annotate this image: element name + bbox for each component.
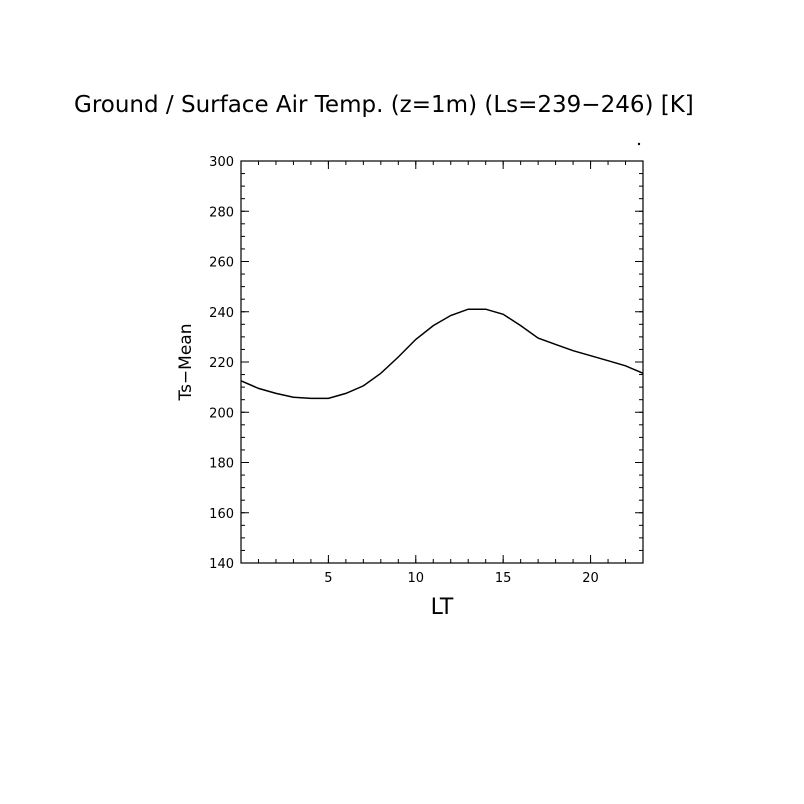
y-tick-label: 280 [209, 205, 234, 220]
y-tick-label: 300 [209, 155, 234, 170]
x-tick-label: 15 [495, 571, 512, 586]
chart-title: Ground / Surface Air Temp. (z=1m) (Ls=23… [74, 92, 694, 118]
y-axis-label: Ts−Mean [176, 324, 196, 402]
x-tick-label: 20 [582, 571, 599, 586]
x-tick-label: 5 [324, 571, 332, 586]
x-axis-label: LT [431, 595, 454, 620]
tick-labels: 5 10 15 20 140 160 180 200 220 240 260 280 300 [209, 155, 599, 586]
series-line [240, 308, 644, 400]
y-tick-label: 140 [209, 557, 234, 572]
y-tick-label: 180 [209, 457, 234, 472]
y-tick-label: 160 [209, 507, 234, 522]
y-tick-label: 200 [209, 406, 234, 421]
plot-area-frame [240, 160, 644, 564]
y-tick-label: 240 [209, 306, 234, 321]
y-tick-label: 260 [209, 256, 234, 271]
x-tick-label: 10 [408, 571, 425, 586]
marker-dot [637, 142, 641, 146]
y-tick-label: 220 [209, 356, 234, 371]
axis-ticks [241, 160, 644, 564]
